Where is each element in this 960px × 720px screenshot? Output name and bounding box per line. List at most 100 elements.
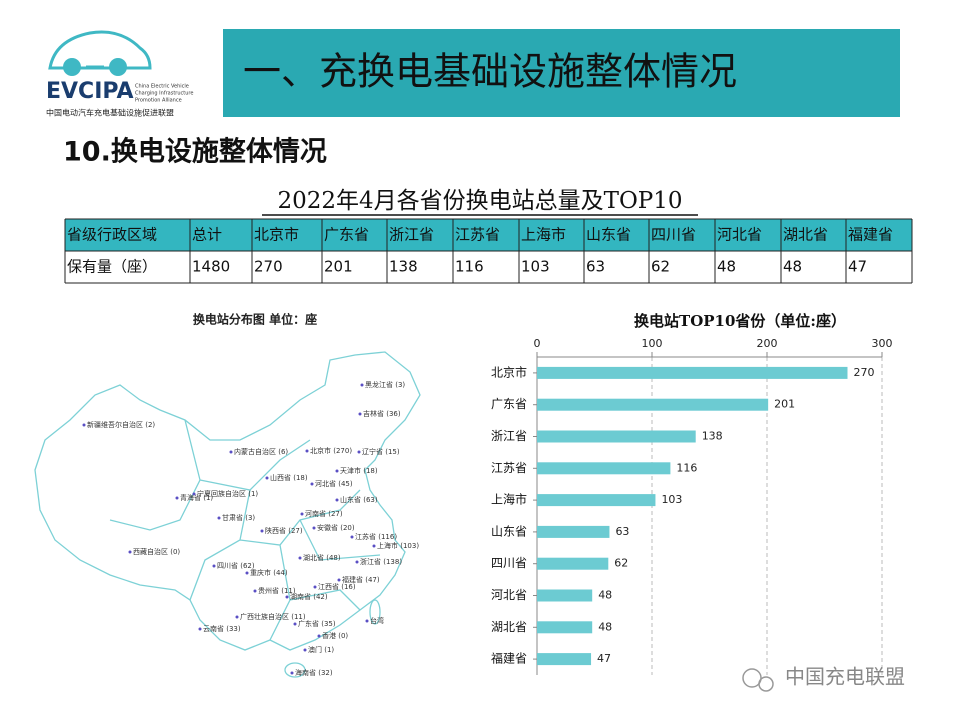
map-label: 重庆市 (44) [250,568,288,577]
map-dot [235,615,239,619]
table-cell: 138 [389,258,418,276]
logo: EVCIPA China Electric Vehicle Charging I… [46,30,193,118]
map-dot [253,589,257,593]
table-cell: 270 [254,258,283,276]
map-dot [260,529,264,533]
map-label: 福建省 (47) [342,575,380,584]
y-tick-label: 福建省 [491,651,527,666]
value-label: 48 [598,620,612,633]
map-dot [175,496,179,500]
map-dot [212,564,216,568]
table-cell: 保有量（座） [67,258,157,276]
table-cell: 四川省 [651,226,696,244]
table-cell: 山东省 [586,226,631,244]
map-label: 贵州省 (11) [258,586,296,595]
map-dot [337,578,341,582]
map-label: 云南省 (33) [203,624,241,633]
value-label: 63 [615,525,629,538]
x-tick-label: 300 [872,337,893,350]
value-label: 116 [676,461,697,474]
logo-name: EVCIPA [46,79,134,104]
y-tick-label: 湖北省 [491,619,527,634]
map-label: 安徽省 (20) [317,523,355,532]
logo-wheel [109,58,127,76]
wechat-icon [758,676,774,692]
table-title: 2022年4月各省份换电站总量及TOP10 [277,188,682,214]
wechat-icon [742,668,762,688]
y-tick-label: 上海市 [491,492,527,507]
map-dot [290,671,294,675]
map-label: 北京市 (270) [310,446,352,455]
map-dot [217,516,221,520]
logo-english: China Electric Vehicle [135,84,189,90]
map-dot [310,482,314,486]
table-cell: 北京市 [254,226,299,244]
map-dot [355,560,359,564]
map-dot [192,492,196,496]
map-dot [285,595,289,599]
table-cell: 福建省 [848,226,893,244]
map-label: 山西省 (18) [270,473,308,482]
map-label: 台湾 [370,616,384,625]
map-dot [312,526,316,530]
map-dot [128,550,132,554]
table-cell: 广东省 [324,226,369,244]
map-island [369,599,381,625]
table-cell: 48 [717,258,736,276]
map-title: 换电站分布图 单位：座 [193,312,317,327]
map-label: 西藏自治区 (0) [133,547,180,556]
bar [537,398,769,411]
section-title: 10.换电设施整体情况 [63,137,327,168]
bar [537,557,609,570]
bar [537,621,593,634]
map-dot [357,450,361,454]
x-tick-label: 100 [642,337,663,350]
bar [537,462,671,475]
map-dot [229,450,233,454]
logo-english: Charging Infrastructure [135,91,193,97]
map-label: 四川省 (62) [217,561,255,570]
y-tick-label: 北京市 [491,364,527,379]
x-tick-label: 200 [757,337,778,350]
bar [537,525,610,538]
table-cell: 上海市 [521,226,566,244]
map-label: 海南省 (32) [295,668,333,677]
map-label: 辽宁省 (15) [362,447,400,456]
map-dot [335,469,339,473]
map-dot [245,571,249,575]
map-label: 陕西省 (27) [265,526,303,535]
value-label: 201 [774,398,795,411]
map-border [109,419,381,641]
map-dot [360,383,364,387]
logo-car [48,30,152,70]
map-label: 新疆维吾尔自治区 (2) [87,420,155,429]
y-tick-label: 河北省 [491,588,527,602]
map-label: 香港 (0) [322,631,348,640]
map-dot [358,412,362,416]
map-dot [303,648,307,652]
map-label: 广东省 (35) [298,619,336,628]
value-label: 138 [702,430,723,443]
map-dot [298,556,302,560]
logo-wheel [63,58,81,76]
map-dot [317,634,321,638]
map-label: 浙江省 (138) [360,557,402,566]
table-cell: 63 [586,258,605,276]
bar [537,653,592,666]
map-labels: 黑龙江省 (3) 吉林省 (36) 辽宁省 (15) 新疆维吾尔自治区 (2) 内蒙古自… [82,380,419,677]
map-label: 宁夏回族自治区 (1) [197,489,258,498]
map-outline [34,351,421,651]
map-label: 河北省 (45) [315,479,353,488]
value-label: 270 [854,366,875,379]
map-label: 河南省 (27) [305,509,343,518]
header-bar [223,29,900,117]
table-cell: 江苏省 [455,226,500,244]
map-label: 广西壮族自治区 (11) [240,612,306,621]
map-dot [82,423,86,427]
table-header-bg [65,219,912,251]
map-dot [335,498,339,502]
table-cell: 116 [455,258,484,276]
value-label: 103 [661,493,682,506]
map-dot [313,585,317,589]
